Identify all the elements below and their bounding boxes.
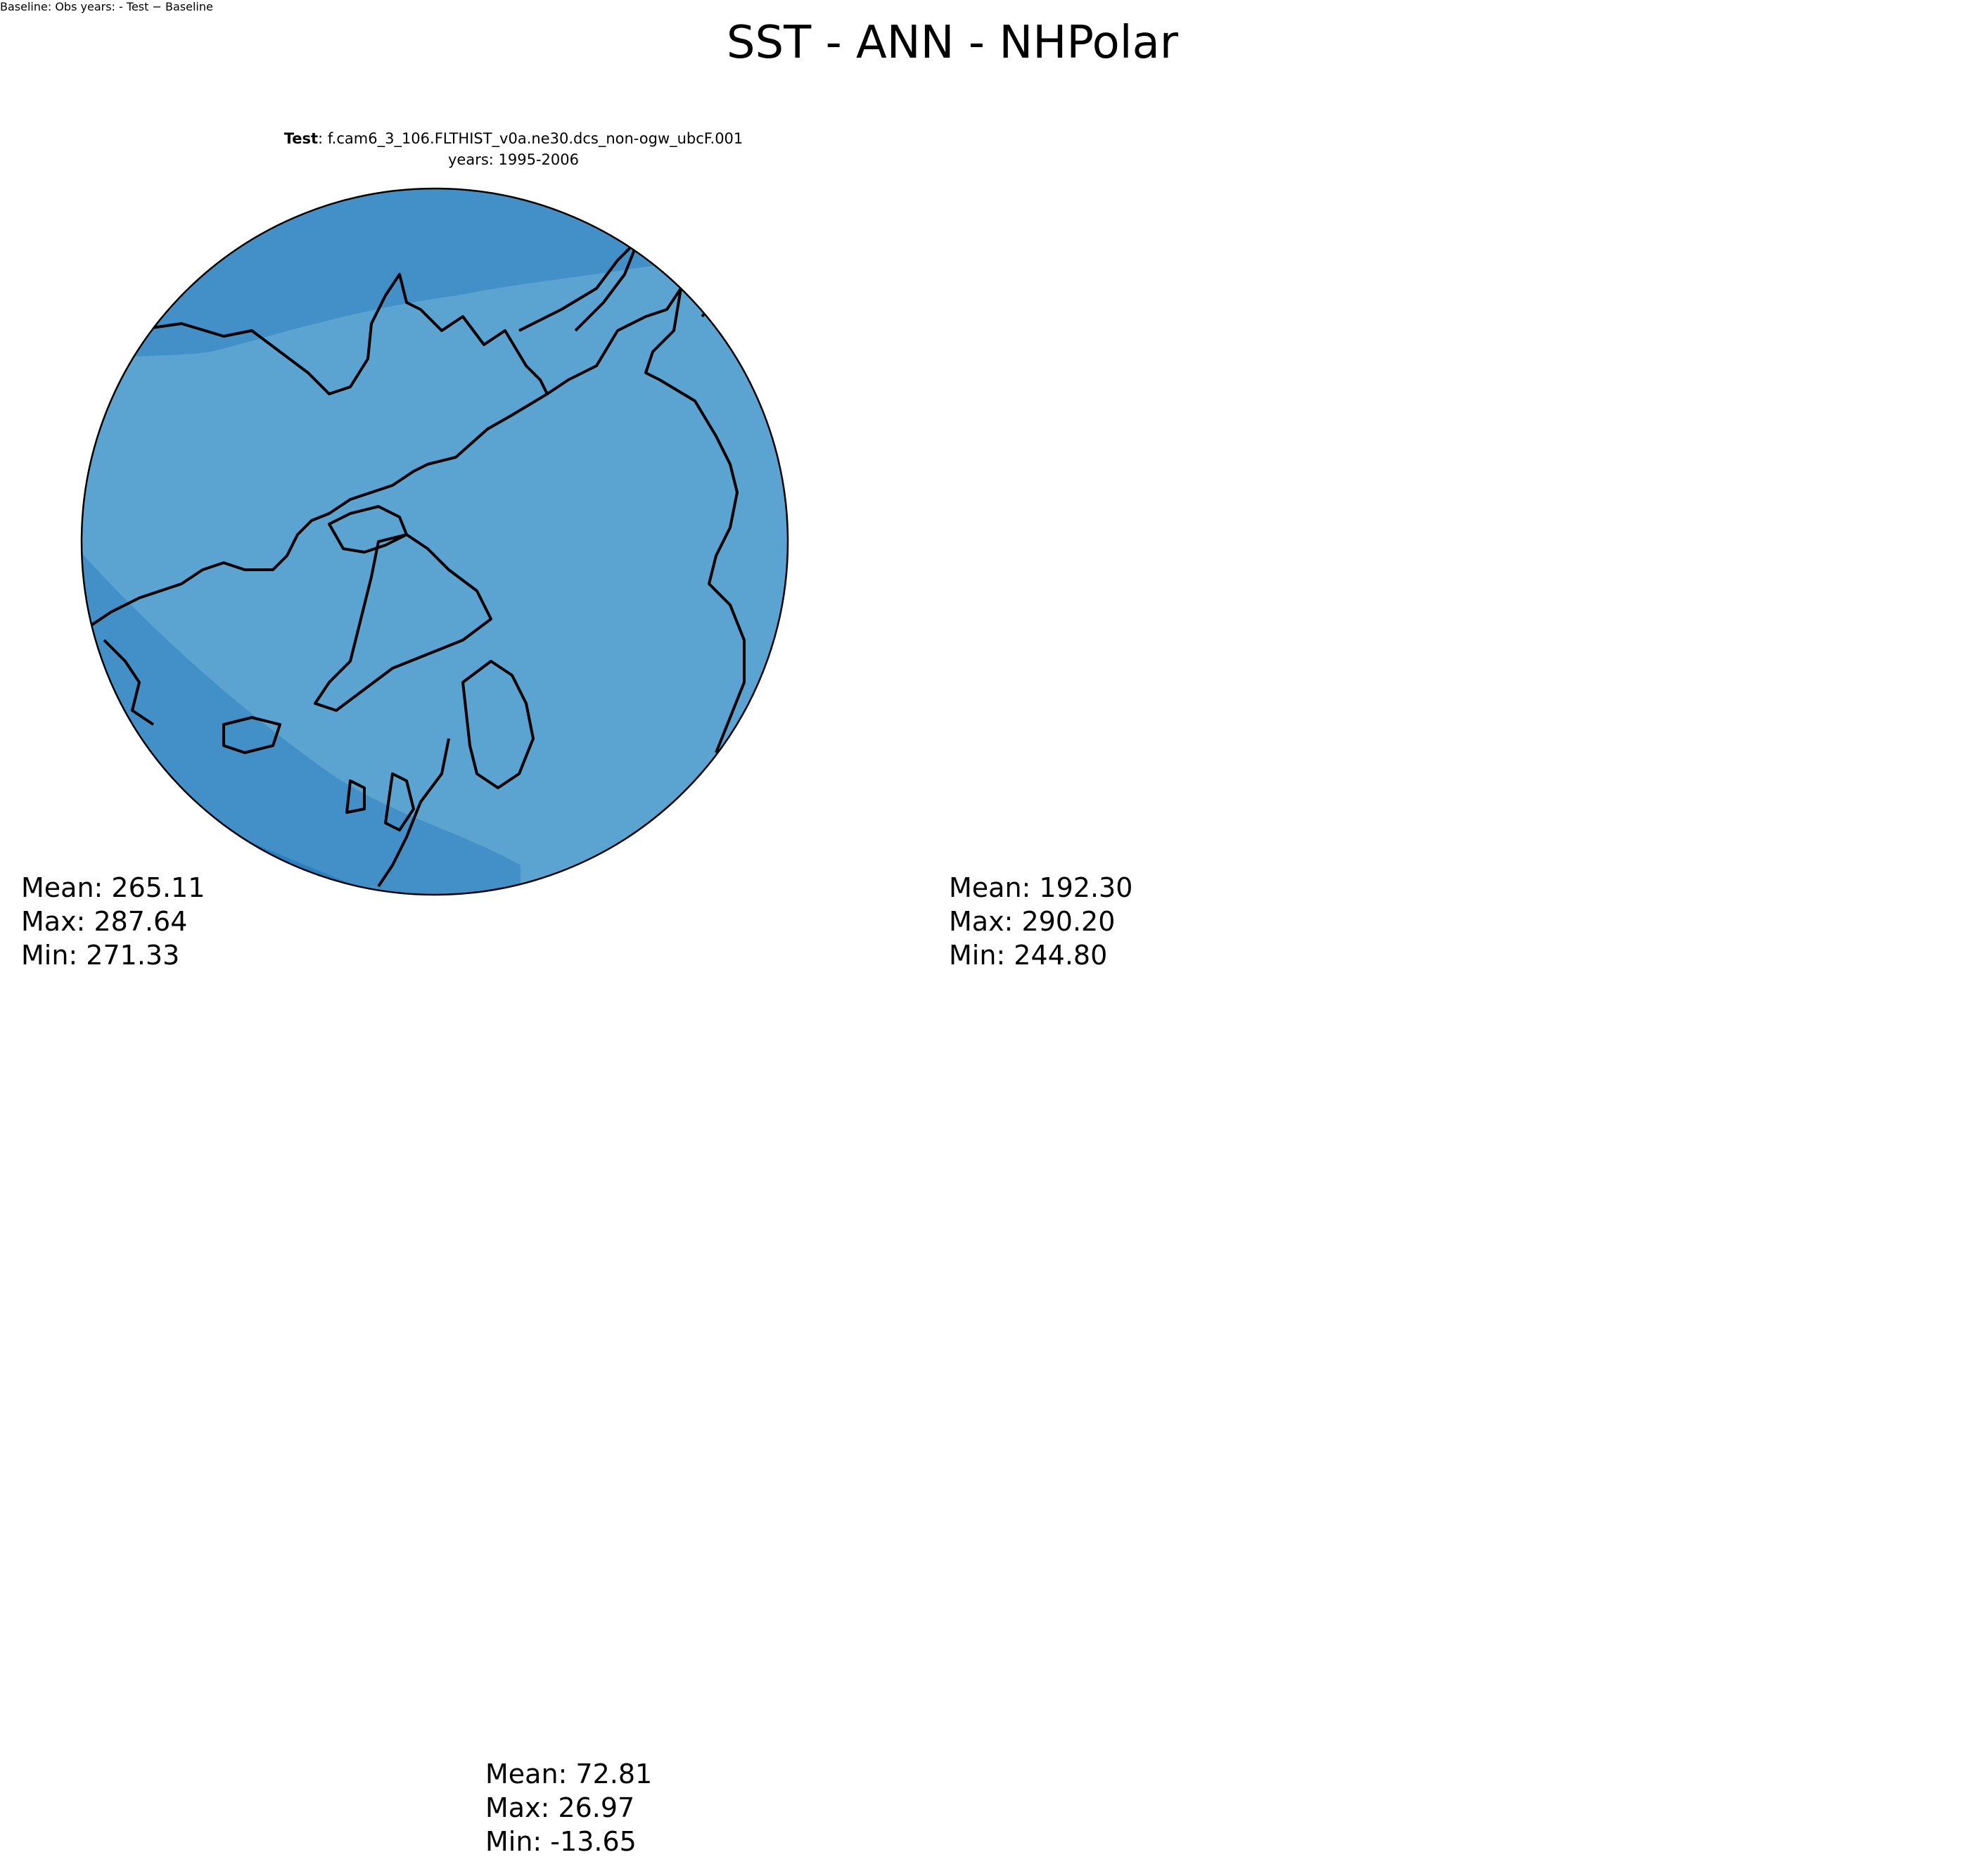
baseline-panel: Baseline: Obs years: - 22023024025026027… [0,0,127,13]
baseline-stats: Mean: 192.30 Max: 290.20 Min: 244.80 [949,871,1132,972]
test-map-outline [80,187,789,896]
difference-panel: Test − Baseline [127,0,213,13]
baseline-panel-title: Baseline: Obs [0,0,81,13]
difference-stat-mean: Mean: 72.81 [485,1759,653,1789]
figure-title: SST - ANN - NHPolar [727,17,1179,69]
test-panel: Test: f.cam6_3_106.FLTHIST_v0a.ne30.dcs_… [80,130,789,896]
difference-stat-max: Max: 26.97 [485,1792,635,1823]
difference-stats: Mean: 72.81 Max: 26.97 Min: -13.65 [485,1757,652,1858]
baseline-stat-max: Max: 290.20 [949,906,1116,937]
test-stat-min: Min: 271.33 [21,940,180,971]
baseline-title-case: Obs [55,0,77,13]
baseline-stat-mean: Mean: 192.30 [949,872,1133,903]
test-panel-title: Test: f.cam6_3_106.FLTHIST_v0a.ne30.dcs_… [284,130,743,148]
test-title-bold: Test [284,130,318,147]
test-panel-subtitle: years: 1995-2006 [448,151,579,168]
test-title-sep: : [318,130,328,147]
test-title-case: f.cam6_3_106.FLTHIST_v0a.ne30.dcs_non-og… [328,130,743,148]
test-stats: Mean: 265.11 Max: 287.64 Min: 271.33 [21,871,205,972]
test-stat-max: Max: 287.64 [21,906,188,937]
baseline-title-sep: : [47,0,56,13]
test-map [82,189,788,895]
difference-stat-min: Min: -13.65 [485,1826,637,1857]
baseline-panel-subtitle: years: - [80,0,123,13]
baseline-title-bold: Baseline [0,0,48,13]
baseline-stat-min: Min: 244.80 [949,940,1108,971]
difference-panel-title: Test − Baseline [126,0,213,13]
test-stat-mean: Mean: 265.11 [21,872,205,903]
